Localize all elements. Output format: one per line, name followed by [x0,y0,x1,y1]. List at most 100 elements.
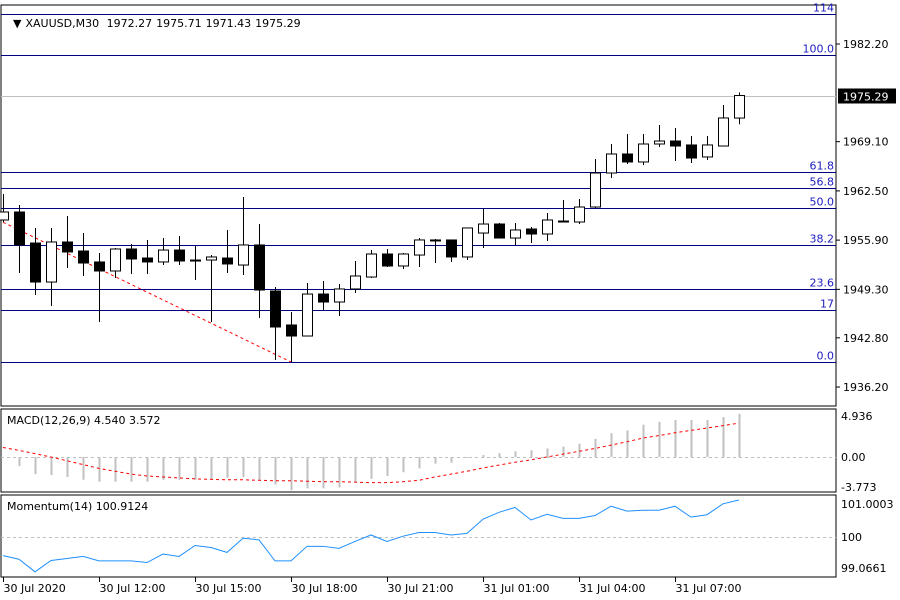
macd-histogram-bar [482,455,485,457]
price-axis-label: 1962.50 [843,185,889,198]
macd-histogram-bar [50,457,53,476]
macd-histogram-bar [354,457,357,482]
macd-histogram-bar [98,457,101,482]
fib-level-label: 0.0 [817,350,835,363]
macd-histogram-bar [322,457,325,489]
price-panel [0,4,837,407]
macd-histogram-bar [258,457,261,480]
macd-histogram-bar [306,457,309,489]
price-axis-label: 1936.20 [843,381,889,394]
symbol-timeframe: XAUUSD,M30 [25,17,100,30]
bull-candle [558,220,569,223]
macd-histogram-bar [434,457,437,464]
price-axis-label: 1949.30 [843,283,889,296]
macd-histogram-bar [226,457,229,478]
macd-histogram-bar [274,457,277,485]
price-axis-label: 1942.80 [843,332,889,345]
bear-candle [126,248,137,260]
macd-histogram-bar [34,457,37,475]
close-value: 1975.29 [255,17,301,30]
momentum-axis-label: 99.0661 [841,562,887,575]
bull-candle [334,288,345,303]
bear-candle [254,244,265,291]
macd-histogram-bar [82,457,85,480]
fib-level-label: 23.6 [810,277,835,290]
momentum-line [2,499,740,573]
bear-candle [526,228,537,235]
chart-header: ▼ XAUUSD,M30 1972.27 1975.71 1971.43 1975.29 [6,4,305,30]
current-price-badge [838,88,896,104]
macd-histogram-bar [498,453,501,457]
bear-candle [142,257,153,263]
momentum-panel [0,494,837,578]
bear-candle [94,261,105,272]
macd-histogram-bar [514,451,517,457]
fib-level-label: 56.8 [810,176,835,189]
bull-candle [158,249,169,263]
bear-candle [382,253,393,267]
macd-title: MACD(12,26,9) 4.540 3.572 [7,414,161,427]
macd-histogram-bar [290,457,293,491]
high-value: 1975.71 [156,17,202,30]
bull-candle [734,95,745,119]
current-price-label: 1975.29 [843,91,889,104]
macd-histogram-bar [338,457,341,488]
bull-candle [654,140,665,145]
bull-candle [0,211,9,221]
bull-candle [478,223,489,234]
bull-candle [574,206,585,223]
fib-trendline [2,221,292,363]
bull-candle [542,219,553,235]
fib-level-label: 114 [813,2,834,15]
macd-histogram-bar [402,457,405,473]
bull-candle [590,172,601,208]
macd-axis-label: 0.00 [841,451,866,464]
macd-panel [0,408,837,493]
bull-candle [414,239,425,256]
macd-histogram-bar [18,457,21,467]
time-axis-label: 30 Jul 15:00 [196,582,262,595]
momentum-title: Momentum(14) 100.9124 [7,500,148,513]
macd-axis-label: 4.936 [841,410,873,423]
time-axis-label: 30 Jul 18:00 [292,582,358,595]
macd-axis-label: -3.773 [841,481,876,494]
bear-candle [62,241,73,253]
time-axis-label: 31 Jul 01:00 [484,582,550,595]
macd-histogram-bar [562,446,565,457]
bull-candle [606,153,617,174]
bear-candle [670,140,681,147]
time-axis-label: 30 Jul 2020 [4,582,66,595]
bull-candle [510,229,521,239]
time-axis-label: 30 Jul 21:00 [388,582,454,595]
macd-histogram-bar [66,457,69,477]
macd-histogram-bar [466,457,469,458]
collapse-triangle-icon[interactable]: ▼ [13,17,22,30]
fib-level-label: 100.0 [803,43,835,56]
macd-histogram-bar [674,419,677,457]
bear-candle [446,239,457,258]
bull-candle [718,117,729,147]
macd-histogram-bar [722,417,725,457]
macd-histogram-bar [642,424,645,457]
macd-signal-line [2,422,740,484]
macd-histogram-bar [418,457,421,469]
bull-candle [638,143,649,163]
time-axis-label: 31 Jul 04:00 [580,582,646,595]
fib-level-label: 61.8 [810,160,835,173]
macd-histogram-bar [690,419,693,457]
momentum-axis-label: 101.0003 [841,498,894,511]
bull-candle [462,227,473,258]
bull-candle [302,293,313,337]
open-value: 1972.27 [106,17,153,30]
price-axis-label: 1969.10 [843,136,889,149]
bear-candle [14,211,25,246]
macd-histogram-bar [114,457,117,482]
macd-histogram-bar [162,457,165,480]
macd-histogram-bar [626,430,629,457]
bull-candle [206,256,217,261]
macd-histogram-bar [194,457,197,480]
price-axis-label: 1955.90 [843,234,889,247]
macd-histogram-bar [242,457,245,477]
macd-histogram-bar [658,421,661,457]
